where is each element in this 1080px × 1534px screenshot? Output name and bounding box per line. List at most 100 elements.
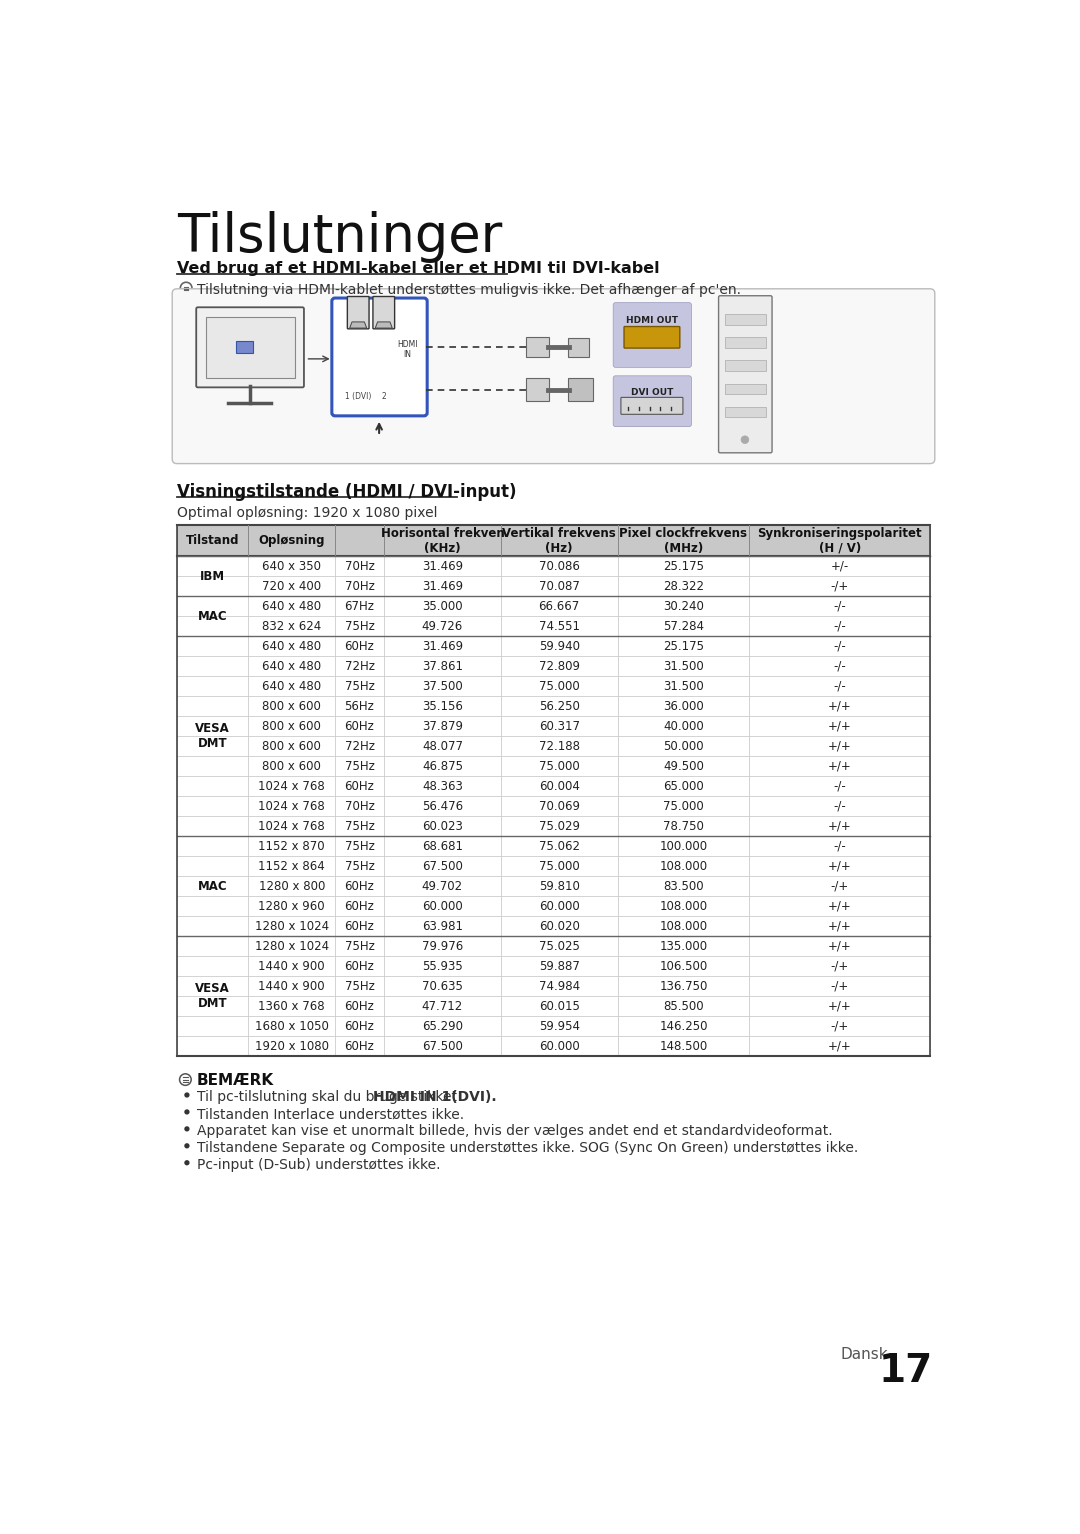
Text: 31.469: 31.469 [422,580,463,592]
Text: 83.500: 83.500 [663,881,704,893]
Text: 74.984: 74.984 [539,980,580,992]
Text: 1280 x 800: 1280 x 800 [258,881,325,893]
Text: 75Hz: 75Hz [345,759,375,773]
Text: -/-: -/- [834,779,846,793]
Text: Opløsning: Opløsning [258,534,325,548]
Text: 60.000: 60.000 [539,900,580,913]
Text: 60Hz: 60Hz [345,1000,375,1012]
Text: 47.712: 47.712 [422,1000,463,1012]
Text: 640 x 480: 640 x 480 [262,680,321,693]
Text: 68.681: 68.681 [422,839,463,853]
Text: 75.000: 75.000 [663,799,704,813]
Text: 60.004: 60.004 [539,779,580,793]
Text: +/+: +/+ [828,900,852,913]
Text: 36.000: 36.000 [663,700,704,713]
Text: 49.702: 49.702 [422,881,463,893]
Text: 75Hz: 75Hz [345,680,375,693]
Text: HDMI
IN: HDMI IN [397,339,418,359]
Text: +/+: +/+ [828,1000,852,1012]
Text: 65.290: 65.290 [422,1020,463,1032]
Text: -/+: -/+ [831,1020,849,1032]
Text: Synkroniseringspolaritet
(H / V): Synkroniseringspolaritet (H / V) [757,526,922,555]
Text: -/-: -/- [834,640,846,652]
Text: 1024 x 768: 1024 x 768 [258,779,325,793]
Text: 70.069: 70.069 [539,799,580,813]
FancyBboxPatch shape [613,302,691,367]
Text: +/-: +/- [831,560,849,572]
Text: 67.500: 67.500 [422,859,463,873]
Text: -/-: -/- [834,660,846,672]
Text: 100.000: 100.000 [660,839,707,853]
Text: 1360 x 768: 1360 x 768 [258,1000,325,1012]
Text: +/+: +/+ [828,859,852,873]
Text: 800 x 600: 800 x 600 [262,759,321,773]
Text: 60Hz: 60Hz [345,719,375,733]
Text: 60Hz: 60Hz [345,1040,375,1052]
Text: 59.810: 59.810 [539,881,580,893]
Text: 75.000: 75.000 [539,859,580,873]
Text: 49.500: 49.500 [663,759,704,773]
Text: 75Hz: 75Hz [345,940,375,953]
Text: +/+: +/+ [828,700,852,713]
Text: Pc-input (D-Sub) understøttes ikke.: Pc-input (D-Sub) understøttes ikke. [197,1158,441,1172]
Text: 60Hz: 60Hz [345,920,375,933]
Text: 70.635: 70.635 [422,980,463,992]
Text: 60.000: 60.000 [539,1040,580,1052]
Text: 640 x 480: 640 x 480 [262,600,321,612]
FancyBboxPatch shape [568,377,593,402]
Text: 60Hz: 60Hz [345,1020,375,1032]
Text: 75Hz: 75Hz [345,839,375,853]
Text: 50.000: 50.000 [663,739,704,753]
Text: 640 x 480: 640 x 480 [262,640,321,652]
Text: 35.156: 35.156 [422,700,463,713]
Text: 2: 2 [381,393,387,400]
FancyBboxPatch shape [526,337,549,357]
Text: -/+: -/+ [831,580,849,592]
Text: 31.469: 31.469 [422,560,463,572]
Text: 75.062: 75.062 [539,839,580,853]
Bar [177,525,930,555]
Text: Vertikal frekvens
(Hz): Vertikal frekvens (Hz) [502,526,616,555]
Bar [205,316,295,377]
Text: 1152 x 864: 1152 x 864 [258,859,325,873]
Text: +/+: +/+ [828,759,852,773]
Text: 59.954: 59.954 [539,1020,580,1032]
Text: 640 x 480: 640 x 480 [262,660,321,672]
Text: VESA
DMT: VESA DMT [195,723,230,750]
Text: 60Hz: 60Hz [345,960,375,973]
Text: 1440 x 900: 1440 x 900 [258,960,325,973]
Text: -/-: -/- [834,839,846,853]
Text: 70Hz: 70Hz [345,560,375,572]
Text: 75.025: 75.025 [539,940,580,953]
Text: 56Hz: 56Hz [345,700,375,713]
Text: 75Hz: 75Hz [345,819,375,833]
Text: 60Hz: 60Hz [345,881,375,893]
Text: +/+: +/+ [828,940,852,953]
Text: 1152 x 870: 1152 x 870 [258,839,325,853]
Text: 55.935: 55.935 [422,960,462,973]
Text: 37.879: 37.879 [422,719,463,733]
Text: VESA
DMT: VESA DMT [195,982,230,1011]
Text: 37.861: 37.861 [422,660,463,672]
Circle shape [185,1094,189,1097]
Text: 1680 x 1050: 1680 x 1050 [255,1020,328,1032]
Text: 640 x 350: 640 x 350 [262,560,321,572]
Text: 25.175: 25.175 [663,560,704,572]
Text: 30.240: 30.240 [663,600,704,612]
Circle shape [185,1127,189,1131]
Text: 60.015: 60.015 [539,1000,580,1012]
Text: 800 x 600: 800 x 600 [262,719,321,733]
Text: 60.317: 60.317 [539,719,580,733]
Text: Tilstand: Tilstand [186,534,240,548]
Text: -/+: -/+ [831,881,849,893]
Text: -/-: -/- [834,799,846,813]
Polygon shape [375,322,392,328]
Text: 66.667: 66.667 [539,600,580,612]
Text: 56.476: 56.476 [422,799,463,813]
Text: 78.750: 78.750 [663,819,704,833]
Text: 48.363: 48.363 [422,779,463,793]
Text: -/-: -/- [834,680,846,693]
FancyBboxPatch shape [332,298,428,416]
Text: 108.000: 108.000 [660,900,707,913]
Text: 75.000: 75.000 [539,759,580,773]
